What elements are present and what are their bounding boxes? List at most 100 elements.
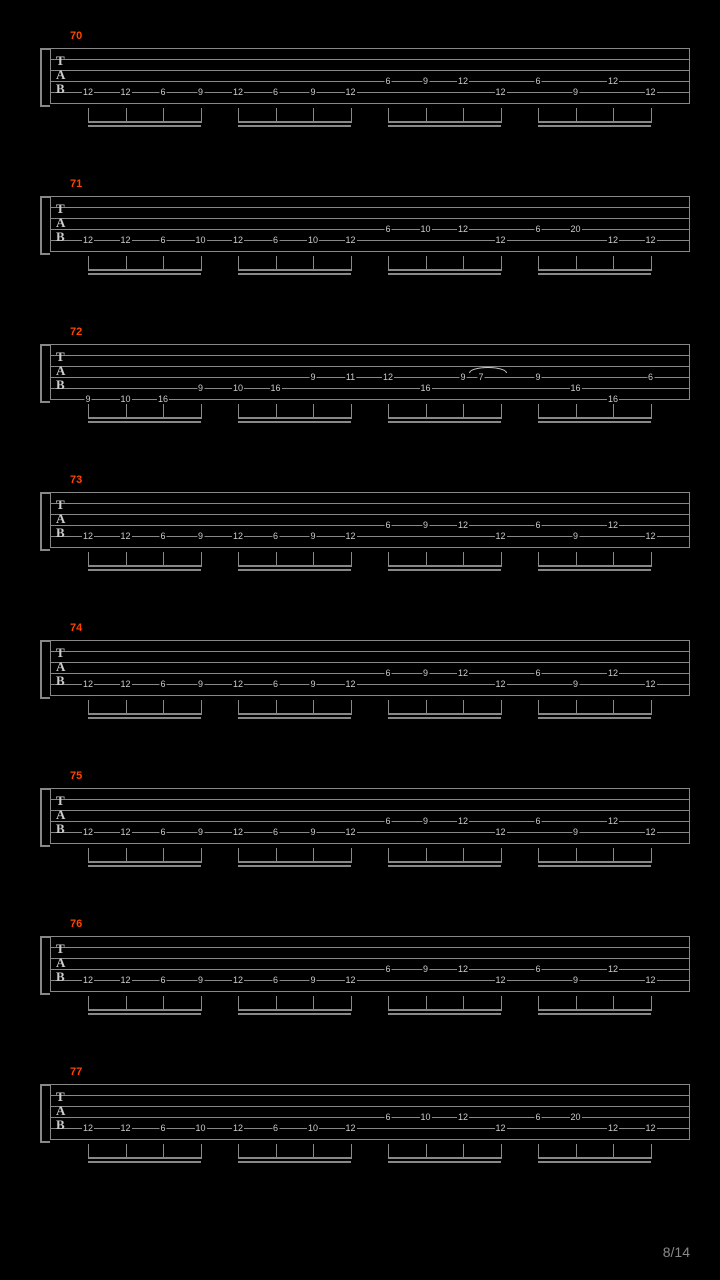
beam-group <box>238 404 351 424</box>
note-stem <box>651 256 652 271</box>
beam <box>538 1157 651 1159</box>
beam <box>388 713 501 715</box>
beam-group <box>388 256 501 276</box>
fret-number: 6 <box>384 520 391 530</box>
beam-group <box>88 404 201 424</box>
fret-number: 12 <box>119 235 131 245</box>
fret-number: 9 <box>422 964 429 974</box>
beam-group <box>388 404 501 424</box>
fret-number: 6 <box>272 975 279 985</box>
fret-number: 9 <box>572 531 579 541</box>
note-stem <box>201 404 202 419</box>
fret-number: 6 <box>384 224 391 234</box>
fret-number: 12 <box>232 531 244 541</box>
fret-number: 9 <box>572 679 579 689</box>
beam <box>388 565 501 567</box>
beam <box>538 125 651 127</box>
fret-number: 10 <box>419 1112 431 1122</box>
staff-line <box>50 810 690 811</box>
staff-line <box>50 799 690 800</box>
fret-number: 12 <box>344 827 356 837</box>
fret-number: 12 <box>494 235 506 245</box>
beam <box>388 417 501 419</box>
staff-line <box>50 59 690 60</box>
note-stem <box>201 848 202 863</box>
beam-group <box>88 108 201 128</box>
staff-line <box>50 503 690 504</box>
measure: 73TAB121269126912691212691212 <box>30 474 690 574</box>
fret-number: 16 <box>607 394 619 404</box>
beam <box>238 713 351 715</box>
beam <box>538 717 651 719</box>
measure-number: 75 <box>70 770 82 782</box>
beam-group <box>88 256 201 276</box>
fret-number: 6 <box>384 668 391 678</box>
fret-number: 7 <box>477 372 484 382</box>
fret-number: 6 <box>534 520 541 530</box>
barline <box>50 48 51 103</box>
tab-staff: TAB121269126912691212691212 <box>50 788 690 843</box>
fret-number: 6 <box>534 668 541 678</box>
staff-line <box>50 377 690 378</box>
fret-number: 12 <box>82 827 94 837</box>
staff-line <box>50 673 690 674</box>
beam <box>88 1161 201 1163</box>
beam <box>238 865 351 867</box>
staff-bracket <box>40 936 50 995</box>
beam <box>538 269 651 271</box>
fret-number: 9 <box>309 975 316 985</box>
beam <box>388 1157 501 1159</box>
staff-line <box>50 1095 690 1096</box>
beam <box>388 421 501 423</box>
beam <box>88 569 201 571</box>
beam-group <box>238 1144 351 1164</box>
tab-clef: TAB <box>56 942 65 984</box>
fret-number: 9 <box>197 827 204 837</box>
fret-number: 9 <box>422 520 429 530</box>
fret-number: 12 <box>494 531 506 541</box>
fret-number: 10 <box>307 1123 319 1133</box>
note-stem <box>351 256 352 271</box>
beam <box>88 417 201 419</box>
measure-number: 77 <box>70 1066 82 1078</box>
fret-number: 6 <box>384 1112 391 1122</box>
staff-line <box>50 229 690 230</box>
barline <box>689 1084 690 1139</box>
note-stem <box>501 256 502 271</box>
beam <box>238 861 351 863</box>
fret-number: 12 <box>232 235 244 245</box>
fret-number: 12 <box>344 679 356 689</box>
fret-number: 9 <box>197 87 204 97</box>
beam <box>238 273 351 275</box>
beam <box>88 125 201 127</box>
beam <box>238 125 351 127</box>
fret-number: 9 <box>422 76 429 86</box>
beam <box>88 717 201 719</box>
fret-number: 12 <box>344 235 356 245</box>
staff-line <box>50 651 690 652</box>
beam <box>538 569 651 571</box>
beam-group <box>538 108 651 128</box>
fret-number: 12 <box>457 224 469 234</box>
beam <box>238 1013 351 1015</box>
beam-group <box>238 108 351 128</box>
beam-group <box>88 1144 201 1164</box>
staff-line <box>50 695 690 696</box>
fret-number: 12 <box>607 1123 619 1133</box>
fret-number: 6 <box>272 1123 279 1133</box>
beam <box>538 861 651 863</box>
fret-number: 12 <box>457 816 469 826</box>
tab-staff: TAB9101691016911121697916166 <box>50 344 690 399</box>
barline <box>689 936 690 991</box>
fret-number: 12 <box>119 531 131 541</box>
measure-number: 72 <box>70 326 82 338</box>
fret-number: 9 <box>572 827 579 837</box>
beam-group <box>88 700 201 720</box>
measure-number: 74 <box>70 622 82 634</box>
fret-number: 6 <box>534 76 541 86</box>
fret-number: 12 <box>119 87 131 97</box>
tab-clef: TAB <box>56 1090 65 1132</box>
fret-number: 10 <box>194 1123 206 1133</box>
fret-number: 6 <box>384 964 391 974</box>
fret-number: 12 <box>607 964 619 974</box>
